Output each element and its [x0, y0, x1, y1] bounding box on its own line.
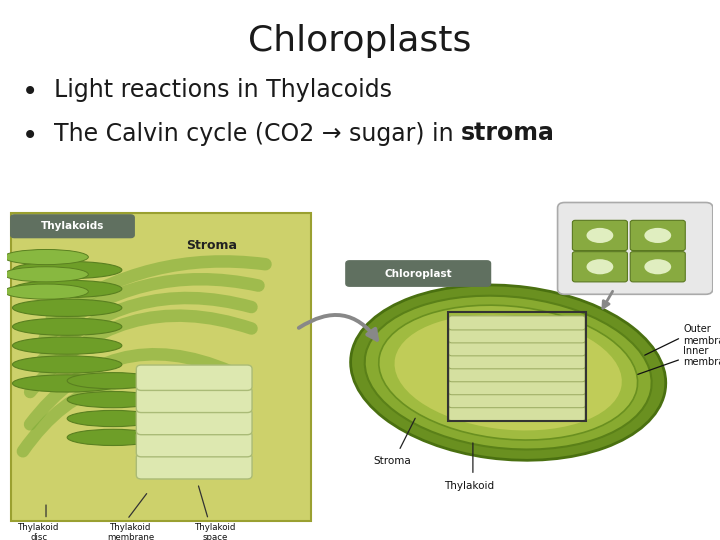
- FancyBboxPatch shape: [557, 202, 713, 294]
- Ellipse shape: [395, 315, 622, 430]
- FancyBboxPatch shape: [136, 431, 252, 457]
- Ellipse shape: [587, 259, 613, 274]
- Ellipse shape: [644, 228, 671, 243]
- Text: Chloroplasts: Chloroplasts: [248, 24, 472, 58]
- Text: Thylakoids: Thylakoids: [41, 221, 104, 231]
- FancyBboxPatch shape: [449, 407, 585, 421]
- Ellipse shape: [67, 373, 159, 389]
- FancyBboxPatch shape: [11, 215, 134, 238]
- FancyBboxPatch shape: [449, 368, 585, 382]
- FancyBboxPatch shape: [572, 220, 627, 251]
- Text: •: •: [22, 122, 38, 150]
- FancyArrowPatch shape: [52, 261, 266, 317]
- Ellipse shape: [365, 296, 652, 449]
- FancyArrowPatch shape: [299, 315, 377, 340]
- FancyBboxPatch shape: [136, 387, 252, 413]
- Text: Thylakoid
space: Thylakoid space: [194, 523, 236, 540]
- Ellipse shape: [12, 261, 122, 279]
- Ellipse shape: [12, 337, 122, 354]
- Ellipse shape: [4, 267, 89, 282]
- Ellipse shape: [644, 259, 671, 274]
- Ellipse shape: [351, 285, 666, 460]
- Ellipse shape: [12, 375, 122, 392]
- Text: The Calvin cycle (CO2 → sugar) in: The Calvin cycle (CO2 → sugar) in: [54, 122, 461, 145]
- FancyArrowPatch shape: [30, 354, 230, 424]
- FancyBboxPatch shape: [630, 220, 685, 251]
- FancyArrowPatch shape: [37, 298, 251, 365]
- Ellipse shape: [12, 356, 122, 373]
- FancyArrowPatch shape: [23, 382, 217, 451]
- Text: Thylakoid
membrane: Thylakoid membrane: [107, 523, 154, 540]
- Text: Outer
membrane: Outer membrane: [683, 324, 720, 346]
- Text: •: •: [22, 78, 38, 106]
- FancyBboxPatch shape: [136, 454, 252, 479]
- FancyBboxPatch shape: [572, 252, 627, 282]
- Ellipse shape: [587, 228, 613, 243]
- Ellipse shape: [67, 410, 159, 427]
- FancyArrowPatch shape: [603, 291, 613, 308]
- FancyBboxPatch shape: [449, 342, 585, 356]
- Ellipse shape: [12, 280, 122, 298]
- FancyArrowPatch shape: [30, 316, 251, 392]
- FancyBboxPatch shape: [136, 409, 252, 435]
- FancyBboxPatch shape: [449, 329, 585, 343]
- Ellipse shape: [4, 249, 89, 265]
- Ellipse shape: [12, 318, 122, 335]
- Text: Stroma: Stroma: [373, 456, 410, 467]
- Text: Stroma: Stroma: [186, 239, 238, 252]
- Ellipse shape: [4, 284, 89, 299]
- Ellipse shape: [67, 429, 159, 445]
- Text: Inner
membrane: Inner membrane: [683, 346, 720, 367]
- FancyBboxPatch shape: [136, 365, 252, 390]
- FancyBboxPatch shape: [630, 252, 685, 282]
- FancyBboxPatch shape: [449, 316, 585, 330]
- FancyArrowPatch shape: [45, 279, 258, 339]
- FancyBboxPatch shape: [449, 355, 585, 369]
- FancyBboxPatch shape: [11, 213, 310, 521]
- Text: stroma: stroma: [461, 122, 555, 145]
- Ellipse shape: [379, 305, 638, 440]
- Bar: [448, 312, 586, 421]
- FancyBboxPatch shape: [449, 394, 585, 408]
- FancyBboxPatch shape: [449, 381, 585, 395]
- Text: Light reactions in Thylacoids: Light reactions in Thylacoids: [54, 78, 392, 102]
- Text: Chloroplast: Chloroplast: [384, 268, 452, 279]
- FancyBboxPatch shape: [346, 261, 490, 286]
- Ellipse shape: [67, 392, 159, 408]
- Text: Thylakoid
disc: Thylakoid disc: [18, 523, 60, 540]
- Ellipse shape: [12, 299, 122, 316]
- Text: Thylakoid: Thylakoid: [444, 481, 495, 491]
